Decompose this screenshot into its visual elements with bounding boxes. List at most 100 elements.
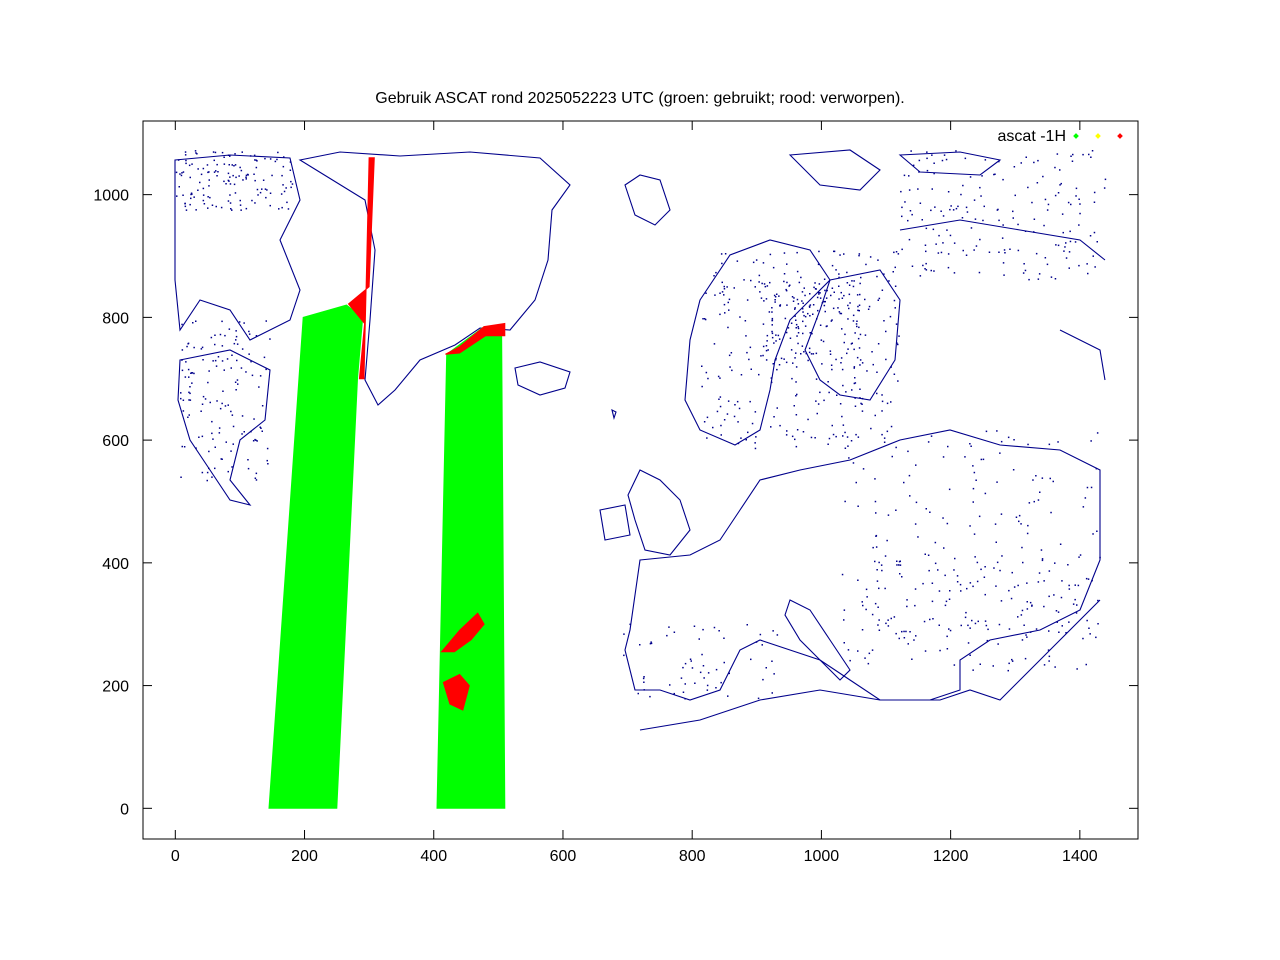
coastline-dot [856,325,858,328]
coastline-dot [712,426,714,429]
coastline-dot [199,181,201,184]
coastline-dot [857,305,859,308]
coastline-dot [815,400,817,402]
coastline-dot [993,567,995,569]
coastline-dot [643,681,645,683]
coastline-dot [942,517,944,519]
coastline-dot [860,402,862,405]
coastline-dot [259,191,262,194]
coastline-dot [804,294,806,297]
coastline-dot [222,390,224,392]
coastline-dot [253,418,255,420]
coastline-dot [195,209,197,211]
coastline-dot [852,314,855,317]
coastline-dot [714,294,716,296]
coastline-dot [178,186,180,188]
coastline-dot [984,159,987,161]
coastline-dot [938,234,940,237]
coastline-dot [255,439,257,441]
coastline-dot [184,151,187,153]
coastline-dot [981,175,983,177]
coastline-dot [261,405,264,407]
coastline-dot [875,546,878,548]
coastline-dot [699,671,702,674]
coastline-dot [239,204,242,206]
coastline-dot [881,400,884,403]
coastline-dot [800,353,802,355]
coastline-dot [228,164,230,166]
coastline-dot [833,291,835,293]
coastline-dot [934,562,937,565]
coastline-dot [771,311,773,313]
coastline-dot [775,357,777,360]
y-tick-label: 400 [102,556,129,573]
coastline-dot [680,677,683,679]
coastline-dot [715,668,718,671]
coastline-dot [218,432,221,434]
coastline-dot [217,171,219,173]
coastline-dot [924,244,927,246]
coastline-dot [1021,609,1024,612]
coastline-dot [702,628,704,631]
coastline-dot [190,193,192,196]
coastline-dot [878,587,880,590]
coastline-dot [202,395,205,398]
coastline-dot [194,150,197,152]
coastline-dot [823,300,825,303]
coastline-dot [979,238,981,241]
coastline-segment [624,174,671,226]
coastline-dot [1070,203,1072,206]
coastline-dot [259,375,262,377]
rejected-obs-region [347,157,375,380]
coastline-dot [1038,572,1041,574]
coastline-dot [180,476,182,478]
coastline-dot [206,479,208,482]
coastline-dot [840,362,842,364]
coastline-dot [969,443,971,445]
coastline-dot [208,185,210,187]
coastline-dot [901,215,903,218]
coastline-dot [208,370,210,372]
coastline-dot [874,414,876,417]
coastline-dot [878,629,881,631]
coastline-dot [254,438,256,441]
coastline-dot [941,159,944,162]
coastline-dot [777,334,780,337]
coastline-dot [773,673,775,675]
coastline-dot [876,580,879,582]
coastline-dot [851,342,853,344]
coastline-dot [928,569,930,572]
coastline-dot [189,203,191,206]
coastline-dot [1041,559,1044,562]
coastline-dot [858,326,860,329]
coastline-dot [802,332,804,335]
coastline-dot [1057,611,1060,613]
coastline-dot [1054,666,1056,668]
coastline-dot [877,606,879,608]
coastline-dot [745,439,747,441]
coastline-dot [953,272,956,274]
coastline-dot [786,263,788,265]
coastline-dot [852,462,855,464]
coastline-dot [248,333,251,335]
coastline-dot [893,616,896,618]
coastline-dot [182,171,185,173]
coastline-dot [227,172,230,175]
coastline-dot [227,404,229,406]
coastline-dot [776,368,778,371]
coastline-dot [175,171,178,174]
coastline-dot [818,283,821,285]
coastline-dot [1015,516,1018,518]
coastline-dot [796,251,798,254]
coastline-dot [1059,543,1062,545]
coastline-dot [207,381,209,384]
coastline-dot [947,266,950,269]
coastline-dot [209,401,211,404]
coastline-dot [1072,603,1075,605]
coastline-dot [673,692,675,695]
coastline-dot [286,201,288,204]
coastline-dot [235,339,237,341]
coastline-dot [976,561,979,564]
coastline-dot [925,262,927,265]
coastline-dot [721,281,723,284]
